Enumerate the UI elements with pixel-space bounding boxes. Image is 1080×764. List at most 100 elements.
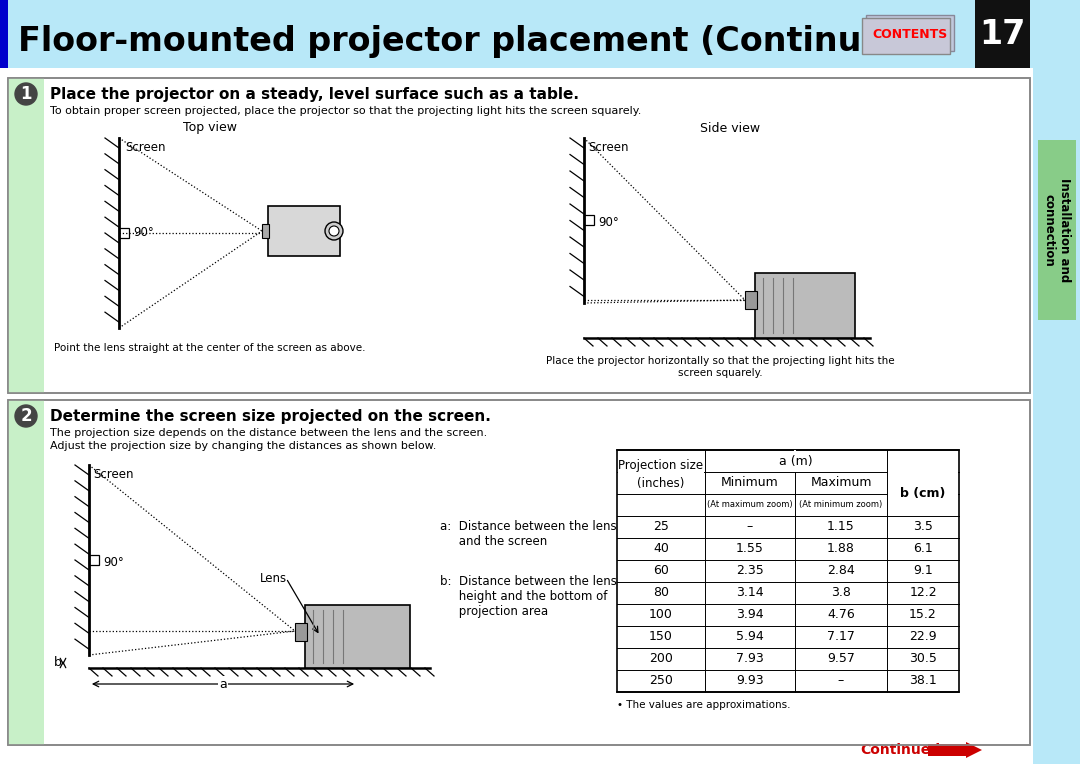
Text: Minimum: Minimum <box>721 477 779 490</box>
Text: 200: 200 <box>649 652 673 665</box>
Text: 80: 80 <box>653 587 669 600</box>
Text: Determine the screen size projected on the screen.: Determine the screen size projected on t… <box>50 410 491 425</box>
Circle shape <box>325 222 343 240</box>
Bar <box>8 78 1030 393</box>
Text: CONTENTS: CONTENTS <box>873 28 947 41</box>
Bar <box>268 206 340 256</box>
Text: b: b <box>54 656 62 669</box>
Text: 9.93: 9.93 <box>737 675 764 688</box>
Text: a (m): a (m) <box>779 455 813 468</box>
Text: Floor-mounted projector placement (Continued): Floor-mounted projector placement (Conti… <box>18 25 923 59</box>
Circle shape <box>15 83 37 105</box>
Bar <box>8 4 848 64</box>
Circle shape <box>329 226 339 236</box>
Text: 7.93: 7.93 <box>737 652 764 665</box>
Bar <box>618 471 704 492</box>
Bar <box>8 78 44 393</box>
Bar <box>89 555 99 565</box>
Bar <box>862 18 950 54</box>
Text: 9.1: 9.1 <box>913 565 933 578</box>
Text: Adjust the projection size by changing the distances as shown below.: Adjust the projection size by changing t… <box>50 441 436 451</box>
Text: 1.15: 1.15 <box>827 520 855 533</box>
Text: Maximum: Maximum <box>810 477 872 490</box>
Text: –: – <box>838 675 845 688</box>
Text: Point the lens straight at the center of the screen as above.: Point the lens straight at the center of… <box>54 343 366 353</box>
Text: • The values are approximations.: • The values are approximations. <box>617 700 791 710</box>
Bar <box>0 0 1080 68</box>
Text: 250: 250 <box>649 675 673 688</box>
Text: b:  Distance between the lens
     height and the bottom of
     projection area: b: Distance between the lens height and … <box>440 575 617 618</box>
Text: Top view: Top view <box>183 121 237 134</box>
Text: 2.35: 2.35 <box>737 565 764 578</box>
Text: 150: 150 <box>649 630 673 643</box>
Bar <box>1032 68 1080 428</box>
Text: Installation and
connection: Installation and connection <box>1043 178 1071 282</box>
Text: 7.17: 7.17 <box>827 630 855 643</box>
Text: 30.5: 30.5 <box>909 652 937 665</box>
Text: 90°: 90° <box>103 555 124 568</box>
Bar <box>975 0 1030 68</box>
Text: b (cm): b (cm) <box>901 487 946 500</box>
Text: 12.2: 12.2 <box>909 587 936 600</box>
Bar <box>119 228 129 238</box>
Text: 1.55: 1.55 <box>737 542 764 555</box>
Text: a: a <box>219 678 227 691</box>
Text: 38.1: 38.1 <box>909 675 936 688</box>
Bar <box>262 224 269 238</box>
Text: Projection size: Projection size <box>619 459 703 472</box>
Bar <box>0 0 8 68</box>
Text: 9.57: 9.57 <box>827 652 855 665</box>
Text: 1: 1 <box>21 85 31 103</box>
Bar <box>755 273 855 338</box>
Text: Continued: Continued <box>860 743 940 757</box>
Text: Screen: Screen <box>93 468 134 481</box>
Text: 5.94: 5.94 <box>737 630 764 643</box>
Text: Lens: Lens <box>260 571 287 584</box>
Text: Screen: Screen <box>125 141 165 154</box>
FancyArrow shape <box>928 742 982 758</box>
Text: 90°: 90° <box>598 215 619 228</box>
Bar <box>305 605 410 668</box>
Text: 3.94: 3.94 <box>737 608 764 621</box>
Bar <box>888 472 958 515</box>
Text: 3.5: 3.5 <box>913 520 933 533</box>
Text: a:  Distance between the lens
     and the screen: a: Distance between the lens and the scr… <box>440 520 617 548</box>
Text: (At maximum zoom): (At maximum zoom) <box>707 500 793 510</box>
Circle shape <box>15 405 37 427</box>
Text: 3.14: 3.14 <box>737 587 764 600</box>
Text: 1.88: 1.88 <box>827 542 855 555</box>
Text: (At minimum zoom): (At minimum zoom) <box>799 500 882 510</box>
Text: Screen: Screen <box>588 141 629 154</box>
Text: –: – <box>747 520 753 533</box>
Text: (inches): (inches) <box>637 477 685 490</box>
Bar <box>866 15 954 51</box>
Text: 22.9: 22.9 <box>909 630 936 643</box>
Text: Place the projector on a steady, level surface such as a table.: Place the projector on a steady, level s… <box>50 88 579 102</box>
Text: 25: 25 <box>653 520 669 533</box>
Text: 90°: 90° <box>133 226 153 239</box>
Bar <box>8 400 1030 745</box>
Text: 40: 40 <box>653 542 669 555</box>
Text: 3.8: 3.8 <box>832 587 851 600</box>
Text: Side view: Side view <box>700 121 760 134</box>
Text: Place the projector horizontally so that the projecting light hits the
screen sq: Place the projector horizontally so that… <box>545 356 894 377</box>
Bar <box>1038 140 1076 320</box>
Text: 17: 17 <box>978 18 1025 50</box>
Text: The projection size depends on the distance between the lens and the screen.: The projection size depends on the dista… <box>50 428 487 438</box>
Text: To obtain proper screen projected, place the projector so that the projecting li: To obtain proper screen projected, place… <box>50 106 642 116</box>
Bar <box>794 450 796 472</box>
Bar <box>8 400 1030 745</box>
Text: 4.76: 4.76 <box>827 608 855 621</box>
Bar <box>295 623 307 641</box>
Bar <box>584 215 594 225</box>
Text: 15.2: 15.2 <box>909 608 936 621</box>
Bar <box>8 78 1030 393</box>
Text: 2.84: 2.84 <box>827 565 855 578</box>
Text: 60: 60 <box>653 565 669 578</box>
Text: 100: 100 <box>649 608 673 621</box>
Bar <box>617 450 959 692</box>
Bar <box>745 291 757 309</box>
Bar <box>8 400 44 745</box>
Text: 2: 2 <box>21 407 31 425</box>
Text: 6.1: 6.1 <box>913 542 933 555</box>
